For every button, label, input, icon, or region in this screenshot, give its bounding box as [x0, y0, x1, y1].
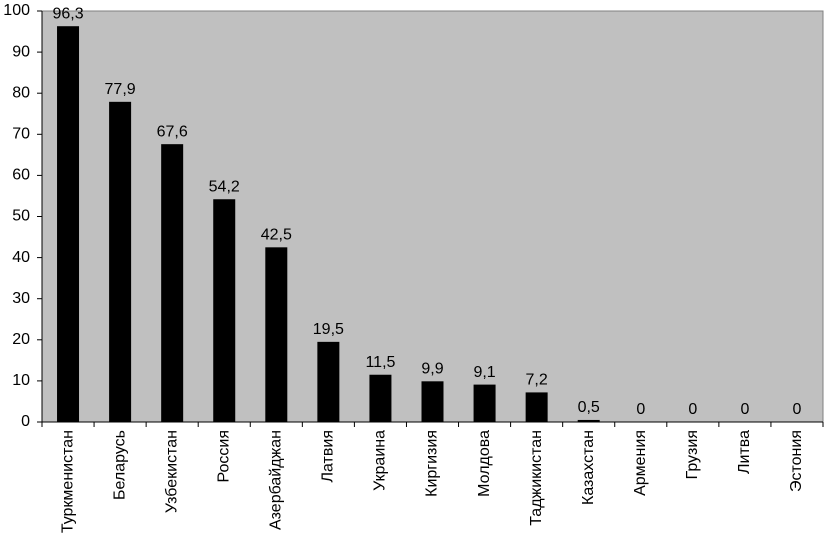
- y-tick-label: 90: [12, 43, 30, 60]
- x-tick-label: Украина: [372, 430, 389, 491]
- y-tick-label: 20: [12, 331, 30, 348]
- value-label: 54,2: [209, 178, 240, 195]
- x-tick-label: Таджикистан: [528, 430, 545, 526]
- value-label: 42,5: [261, 227, 292, 244]
- bar: [161, 144, 184, 422]
- y-tick-label: 50: [12, 208, 30, 225]
- y-tick-label: 40: [12, 249, 30, 266]
- x-tick-label: Армения: [632, 430, 649, 496]
- bar: [421, 381, 444, 422]
- x-tick-label: Литва: [736, 430, 753, 474]
- x-tick-label: Азербайджан: [268, 430, 285, 530]
- y-tick-label: 70: [12, 126, 30, 143]
- x-tick-label: Туркменистан: [59, 430, 76, 533]
- x-tick-label: Казахстан: [580, 430, 597, 505]
- value-label: 96,3: [52, 5, 83, 22]
- value-label: 7,2: [526, 372, 548, 389]
- value-label: 9,1: [473, 364, 495, 381]
- x-tick-label: Эстония: [788, 430, 805, 492]
- bar: [317, 341, 340, 422]
- value-label: 19,5: [313, 321, 344, 338]
- value-label: 11,5: [365, 354, 395, 371]
- y-tick-label: 0: [21, 413, 30, 430]
- bar: [109, 101, 132, 423]
- x-tick-label: Россия: [215, 430, 232, 482]
- value-label: 67,6: [157, 123, 188, 140]
- x-tick-label: Молдова: [476, 430, 493, 497]
- y-tick-label: 10: [12, 372, 30, 389]
- bar: [577, 419, 600, 422]
- y-tick-label: 60: [12, 167, 30, 184]
- y-tick-label: 30: [12, 290, 30, 307]
- x-tick-label: Латвия: [320, 430, 337, 482]
- value-label: 0: [636, 401, 645, 418]
- bar: [265, 247, 288, 422]
- x-tick-label: Киргизия: [424, 430, 441, 497]
- y-tick-label: 80: [12, 84, 30, 101]
- y-tick-label: 100: [3, 2, 30, 19]
- x-tick-label: Беларусь: [111, 430, 128, 500]
- bar: [525, 392, 548, 422]
- value-label: 0,5: [578, 399, 600, 416]
- value-label: 0: [793, 401, 802, 418]
- bar: [473, 384, 496, 422]
- x-tick-label: Грузия: [684, 430, 701, 479]
- value-label: 0: [688, 401, 697, 418]
- bar: [57, 26, 80, 422]
- value-label: 9,9: [421, 361, 443, 378]
- value-label: 77,9: [105, 81, 136, 98]
- bar: [369, 374, 392, 422]
- bar: [213, 199, 236, 422]
- x-tick-label: Узбекистан: [163, 430, 180, 513]
- value-label: 0: [740, 401, 749, 418]
